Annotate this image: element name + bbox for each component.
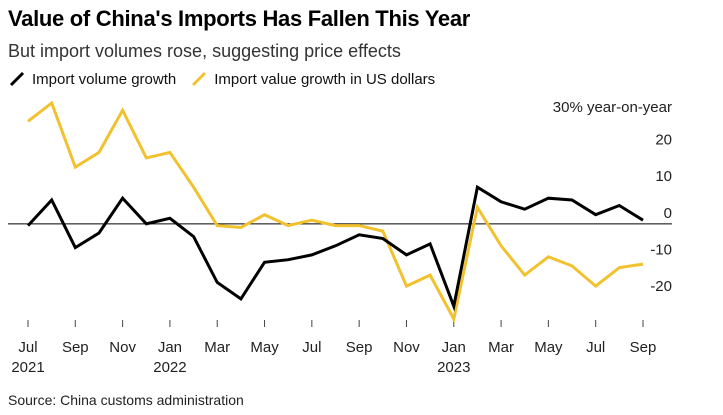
y-tick-label: -20 xyxy=(650,278,672,295)
y-axis-unit-label: 30% year-on-year xyxy=(553,99,672,116)
series-line-import-value xyxy=(27,100,644,324)
chart-title: Value of China's Imports Has Fallen This… xyxy=(8,6,471,31)
y-tick-label: -10 xyxy=(650,241,672,258)
chart-subtitle: But import volumes rose, suggesting pric… xyxy=(8,41,401,61)
x-tick-year-label: 2021 xyxy=(11,359,44,376)
legend-label-volume: Import volume growth xyxy=(32,70,177,88)
y-tick-label: 0 xyxy=(664,205,672,222)
legend-label-value: Import value growth in US dollars xyxy=(214,70,436,88)
legend-swatch-value xyxy=(192,71,207,87)
legend-item-volume: Import volume growth xyxy=(8,70,176,88)
legend-swatch-volume xyxy=(9,71,25,87)
x-tick-label: Mar xyxy=(488,339,514,356)
chart-source: Source: China customs administration xyxy=(8,392,244,408)
x-tick-year-label: 2022 xyxy=(153,359,186,376)
x-tick-year-label: 2023 xyxy=(437,359,470,376)
x-tick-label: Mar xyxy=(204,339,230,356)
y-tick-label: 10 xyxy=(655,168,672,185)
x-tick-label: Nov xyxy=(109,339,136,356)
x-tick-label: Jan xyxy=(442,339,466,356)
x-tick-label: Nov xyxy=(393,339,420,356)
x-axis-ticks: Jul 2021 Sep Nov Jan 2022 Mar May Jul Sep Nov Jan 20… xyxy=(11,320,656,376)
x-tick-label: Jan xyxy=(158,339,182,356)
series-lines xyxy=(26,100,644,324)
x-tick-label: May xyxy=(534,339,563,356)
series-line-import-volume xyxy=(26,184,644,312)
x-tick-label: Sep xyxy=(630,339,657,356)
x-tick-label: Jul xyxy=(18,339,37,356)
x-tick-label: Sep xyxy=(62,339,89,356)
legend-item-value: Import value growth in US dollars xyxy=(190,70,435,88)
chart-legend: Import volume growth Import value growth… xyxy=(8,70,449,88)
x-tick-label: Jul xyxy=(586,339,605,356)
x-tick-label: Jul xyxy=(302,339,321,356)
x-tick-label: May xyxy=(250,339,279,356)
x-tick-label: Sep xyxy=(346,339,373,356)
y-tick-label: 20 xyxy=(655,132,672,149)
y-axis-ticks: 20 10 0 -10 -20 xyxy=(650,132,672,295)
